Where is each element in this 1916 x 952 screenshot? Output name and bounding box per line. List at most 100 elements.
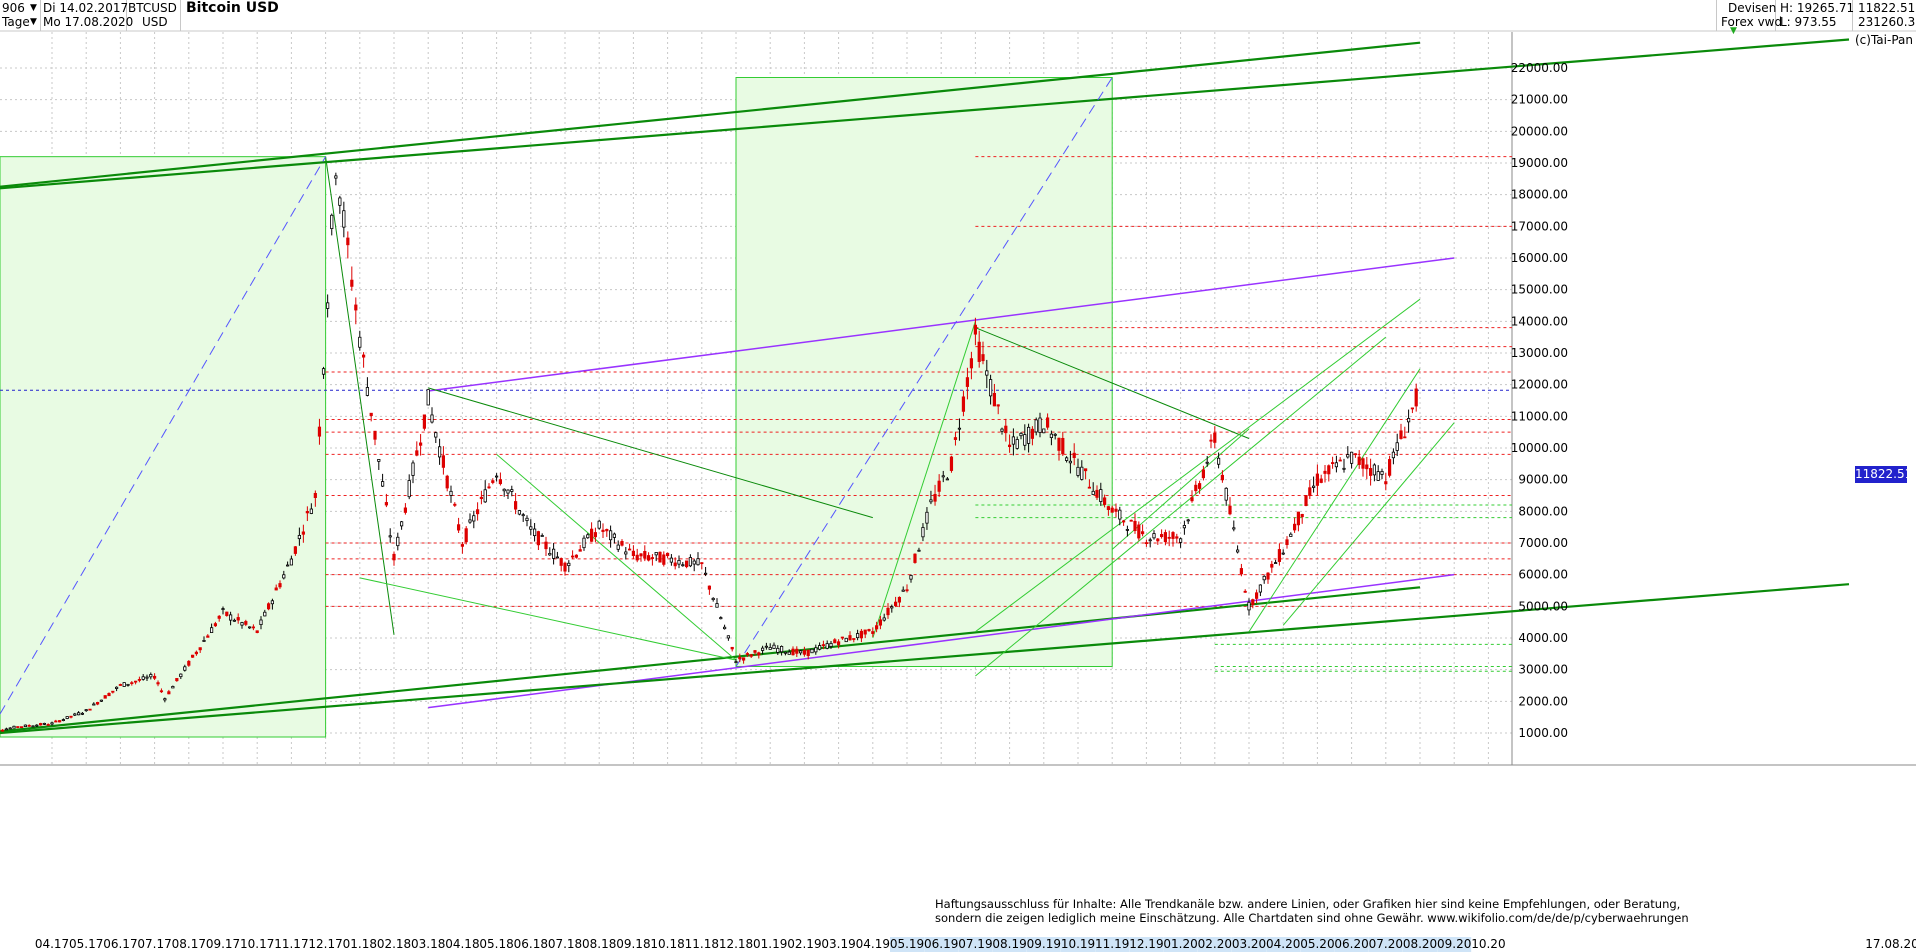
candle-body xyxy=(1334,462,1338,468)
candle-body xyxy=(422,414,427,429)
trend-line xyxy=(0,586,1421,733)
candle-body xyxy=(266,603,271,610)
candle-body xyxy=(126,683,130,686)
candle-body xyxy=(848,635,852,641)
candle-body xyxy=(163,698,167,701)
candle-body xyxy=(156,682,160,685)
candle-body xyxy=(418,442,423,446)
x-tick-highlight xyxy=(1232,937,1266,952)
x-tick-label: 08.17 xyxy=(172,937,206,951)
candle-body xyxy=(768,647,772,650)
x-tick-label: 08.19 xyxy=(992,937,1026,951)
candle-body xyxy=(434,432,438,438)
candle-body xyxy=(1141,531,1145,535)
timeframe-unit[interactable]: Tage xyxy=(2,15,30,29)
candle-body xyxy=(1395,442,1399,451)
candle-body xyxy=(992,392,997,407)
candle-body xyxy=(707,585,712,590)
candle-body xyxy=(977,341,981,362)
x-tick-label: 03.18 xyxy=(411,937,445,951)
candle-body xyxy=(1323,470,1327,474)
candle-body xyxy=(669,557,674,563)
candle-body xyxy=(1046,417,1050,428)
low-value: L: 973.55 xyxy=(1780,15,1837,29)
x-tick-highlight xyxy=(1197,937,1232,952)
candle-body xyxy=(521,514,525,517)
candle-body xyxy=(529,526,533,530)
candle-body xyxy=(1103,497,1107,505)
candle-body xyxy=(1148,539,1152,542)
candle-body xyxy=(624,551,628,555)
candle-body xyxy=(654,552,658,556)
candle-body xyxy=(711,597,715,601)
x-tick-label: 08.18 xyxy=(582,937,616,951)
candle-body xyxy=(50,722,54,725)
diagonal-dashed xyxy=(0,156,327,715)
x-tick-label: 05.19 xyxy=(890,937,924,951)
candle-body xyxy=(1407,418,1411,423)
candle-body xyxy=(1152,533,1156,539)
timeframe-unit-dropdown-icon[interactable]: ▼ xyxy=(30,17,37,27)
candle-body xyxy=(330,214,334,229)
x-tick-highlight xyxy=(1334,937,1369,952)
candle-body xyxy=(685,560,689,568)
x-axis: 04.17 05.17 06.17 07.17 08.17 09.17 10.17 11.17… xyxy=(35,937,1916,952)
candle-body xyxy=(673,562,677,567)
candle-body xyxy=(80,712,84,715)
candle-body xyxy=(957,427,962,430)
candle-body xyxy=(274,587,278,591)
x-tick-label: 05.20 xyxy=(1300,937,1334,951)
candle-body xyxy=(111,690,115,693)
candle-body xyxy=(863,629,867,635)
candle-body xyxy=(925,511,929,524)
candle-body xyxy=(483,489,487,503)
x-tick-label: 01.18 xyxy=(343,937,377,951)
candle-body xyxy=(1122,520,1126,523)
timeframe-value[interactable]: 906 xyxy=(2,1,25,15)
candle-body xyxy=(647,555,651,561)
candle-body xyxy=(681,564,685,567)
header-cell-timeframe[interactable] xyxy=(0,0,41,31)
x-tick-label: 07.19 xyxy=(958,937,992,951)
x-tick-highlight xyxy=(992,937,1027,952)
candle-body xyxy=(1015,439,1019,449)
candle-body xyxy=(941,475,945,478)
candle-body xyxy=(715,603,719,608)
candle-body xyxy=(726,635,731,639)
candle-body xyxy=(540,535,544,537)
candle-body xyxy=(270,600,275,605)
candle-body xyxy=(321,368,326,375)
candle-body xyxy=(973,324,978,335)
candle-body xyxy=(825,643,829,649)
x-tick-label: 02.20 xyxy=(1198,937,1232,951)
candle-body xyxy=(525,517,529,521)
x-tick-label: 12.19 xyxy=(1129,937,1163,951)
candle-body xyxy=(658,551,662,563)
trend-line-local xyxy=(1282,422,1455,626)
candle-body xyxy=(278,583,282,588)
candle-body xyxy=(1380,470,1384,475)
candle-body xyxy=(118,684,122,686)
candle-body xyxy=(23,724,28,727)
candle-body xyxy=(175,678,179,682)
x-tick-label: 12.18 xyxy=(719,937,753,951)
header-cell-symbol xyxy=(126,0,181,31)
x-tick-label: 11.19 xyxy=(1095,937,1129,951)
x-tick-highlight xyxy=(1129,937,1164,952)
candle-body xyxy=(1099,489,1103,502)
header-cell-dates xyxy=(40,0,127,31)
candle-body xyxy=(909,575,913,580)
candle-body xyxy=(620,541,624,546)
x-tick-label: 03.19 xyxy=(821,937,855,951)
timeframe-dropdown-icon[interactable]: ▼ xyxy=(30,3,37,13)
x-tick-highlight xyxy=(1437,937,1472,952)
candle-body xyxy=(285,564,290,567)
candle-body xyxy=(213,623,217,627)
candle-body xyxy=(133,680,138,683)
y-tick-label: 17000.00 xyxy=(1511,219,1568,233)
candle-body xyxy=(933,493,937,502)
candle-body xyxy=(1049,433,1053,438)
y-tick-label: 1000.00 xyxy=(1518,726,1568,740)
x-tick-label: 10.17 xyxy=(240,937,274,951)
